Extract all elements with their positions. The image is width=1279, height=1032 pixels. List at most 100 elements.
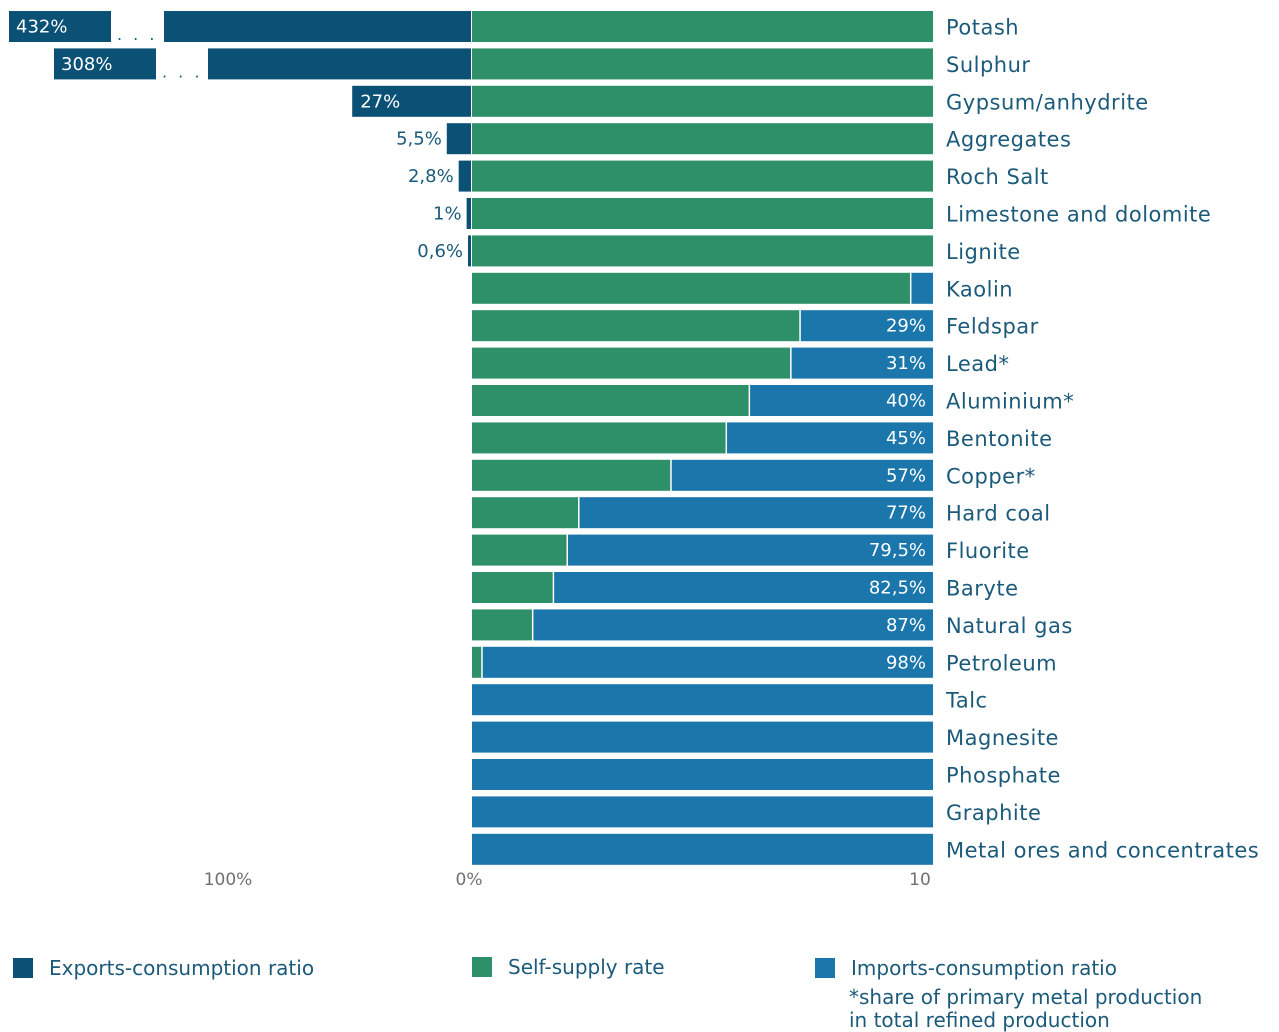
bars-group: . . . 432% Potash . . . 308% Sulphur 27% Gypsum… — [9, 11, 1259, 865]
bar-row: 79,5% Fluorite — [472, 534, 1030, 566]
bar-imports-value-label: 87% — [886, 615, 926, 636]
bar-imports-value-label: 29% — [886, 316, 926, 337]
bar-break-dots: . . . — [162, 62, 202, 81]
bar-exports — [164, 11, 471, 42]
bar-imports — [472, 721, 933, 753]
bar-exports-value-label: 27% — [360, 91, 400, 112]
bar-exports-value-label: 1% — [433, 204, 462, 225]
bar-row: 27% Gypsum/anhydrite — [352, 85, 1149, 117]
bar-imports — [482, 646, 933, 678]
bar-imports — [554, 572, 933, 603]
legend-self-supply-label: Self-supply rate — [508, 955, 665, 979]
bar-row: 45% Bentonite — [472, 422, 1053, 454]
category-label: Aggregates — [946, 128, 1071, 152]
bar-imports — [579, 497, 933, 529]
category-label: Magnesite — [946, 726, 1059, 750]
legend-imports-swatch — [815, 958, 835, 978]
bar-imports — [671, 459, 933, 491]
category-label: Gypsum/anhydrite — [946, 90, 1149, 114]
chart: . . . 432% Potash . . . 308% Sulphur 27% Gypsum… — [9, 11, 1259, 890]
legend-imports: Imports-consumption ratio — [815, 956, 1117, 980]
bar-imports-value-label: 82,5% — [869, 578, 926, 599]
axis-group: 100% 0% 10 — [204, 870, 931, 890]
bar-self-supply — [472, 534, 567, 566]
legend: Exports-consumption ratio Self-supply ra… — [0, 954, 1279, 1032]
bar-self-supply — [472, 272, 910, 304]
bar-break-dots: . . . — [117, 25, 157, 44]
bar-row: 87% Natural gas — [472, 609, 1072, 641]
category-label: Hard coal — [946, 502, 1051, 526]
bar-imports — [472, 796, 933, 828]
bar-imports — [911, 272, 933, 304]
bar-imports — [472, 759, 933, 790]
category-label: Phosphate — [946, 764, 1061, 788]
axis-tick-100: 100% — [204, 870, 253, 890]
bar-imports-value-label: 98% — [886, 652, 926, 673]
bar-row: 98% Petroleum — [472, 646, 1057, 678]
legend-self-supply-swatch — [472, 957, 492, 977]
bar-self-supply — [472, 85, 933, 117]
bar-row: . . . 432% Potash — [9, 11, 1019, 44]
bar-exports — [466, 198, 471, 229]
bar-self-supply — [472, 235, 933, 267]
bar-self-supply — [472, 347, 791, 379]
category-label: Graphite — [946, 801, 1041, 825]
category-label: Fluorite — [946, 539, 1030, 563]
bar-self-supply — [472, 572, 553, 603]
bar-imports-value-label: 77% — [886, 503, 926, 524]
footnote: *share of primary metal production in to… — [849, 985, 1203, 1032]
bar-row: 5,5% Aggregates — [396, 123, 1071, 155]
legend-exports-swatch — [13, 958, 33, 978]
bar-imports-value-label: 31% — [886, 353, 926, 374]
bar-row: 57% Copper* — [472, 459, 1036, 491]
bar-self-supply — [472, 310, 800, 342]
legend-exports: Exports-consumption ratio — [13, 956, 314, 980]
category-label: Lead* — [946, 352, 1009, 376]
bar-imports — [800, 310, 933, 342]
bar-row: 31% Lead* — [472, 347, 1009, 379]
bar-row: 82,5% Baryte — [472, 572, 1018, 603]
bar-imports-value-label: 79,5% — [869, 540, 926, 561]
bar-row: Kaolin — [472, 272, 1013, 304]
bar-row: 2,8% Roch Salt — [408, 160, 1049, 192]
category-label: Copper* — [946, 464, 1036, 488]
bar-row: 77% Hard coal — [472, 497, 1051, 529]
bar-exports — [352, 85, 471, 117]
axis-tick-10: 10 — [909, 870, 931, 890]
bar-exports-value-label: 2,8% — [408, 166, 454, 187]
category-label: Limestone and dolomite — [946, 203, 1211, 227]
bar-imports — [791, 347, 933, 379]
bar-self-supply — [472, 422, 726, 454]
bar-imports — [568, 534, 933, 566]
bar-exports — [208, 48, 471, 80]
category-label: Kaolin — [946, 277, 1013, 301]
bar-exports-value-label: 308% — [61, 54, 112, 75]
bar-self-supply — [472, 385, 749, 416]
bar-row: . . . 308% Sulphur — [54, 48, 1030, 81]
bar-row: Magnesite — [472, 721, 1059, 753]
bar-exports-break-segment — [9, 11, 111, 42]
bar-self-supply — [472, 609, 532, 641]
category-label: Roch Salt — [946, 165, 1049, 189]
bar-imports — [727, 422, 933, 454]
bar-imports — [533, 609, 933, 641]
category-label: Bentonite — [946, 427, 1053, 451]
category-label: Feldspar — [946, 315, 1039, 339]
legend-exports-label: Exports-consumption ratio — [49, 956, 315, 980]
bar-self-supply — [472, 497, 579, 529]
category-label: Lignite — [946, 240, 1021, 264]
bar-self-supply — [472, 123, 933, 155]
bar-self-supply — [472, 48, 933, 80]
bar-imports — [750, 385, 933, 416]
category-label: Talc — [945, 689, 988, 713]
category-label: Petroleum — [946, 651, 1057, 675]
bar-exports-value-label: 5,5% — [396, 129, 442, 150]
bar-row: 29% Feldspar — [472, 310, 1039, 342]
bar-exports — [446, 123, 471, 155]
bar-exports-value-label: 0,6% — [417, 241, 463, 262]
bar-self-supply — [472, 160, 933, 192]
category-label: Potash — [946, 16, 1019, 40]
bar-exports-value-label: 432% — [16, 17, 67, 38]
bar-row: Phosphate — [472, 759, 1061, 790]
bar-imports — [472, 833, 933, 865]
